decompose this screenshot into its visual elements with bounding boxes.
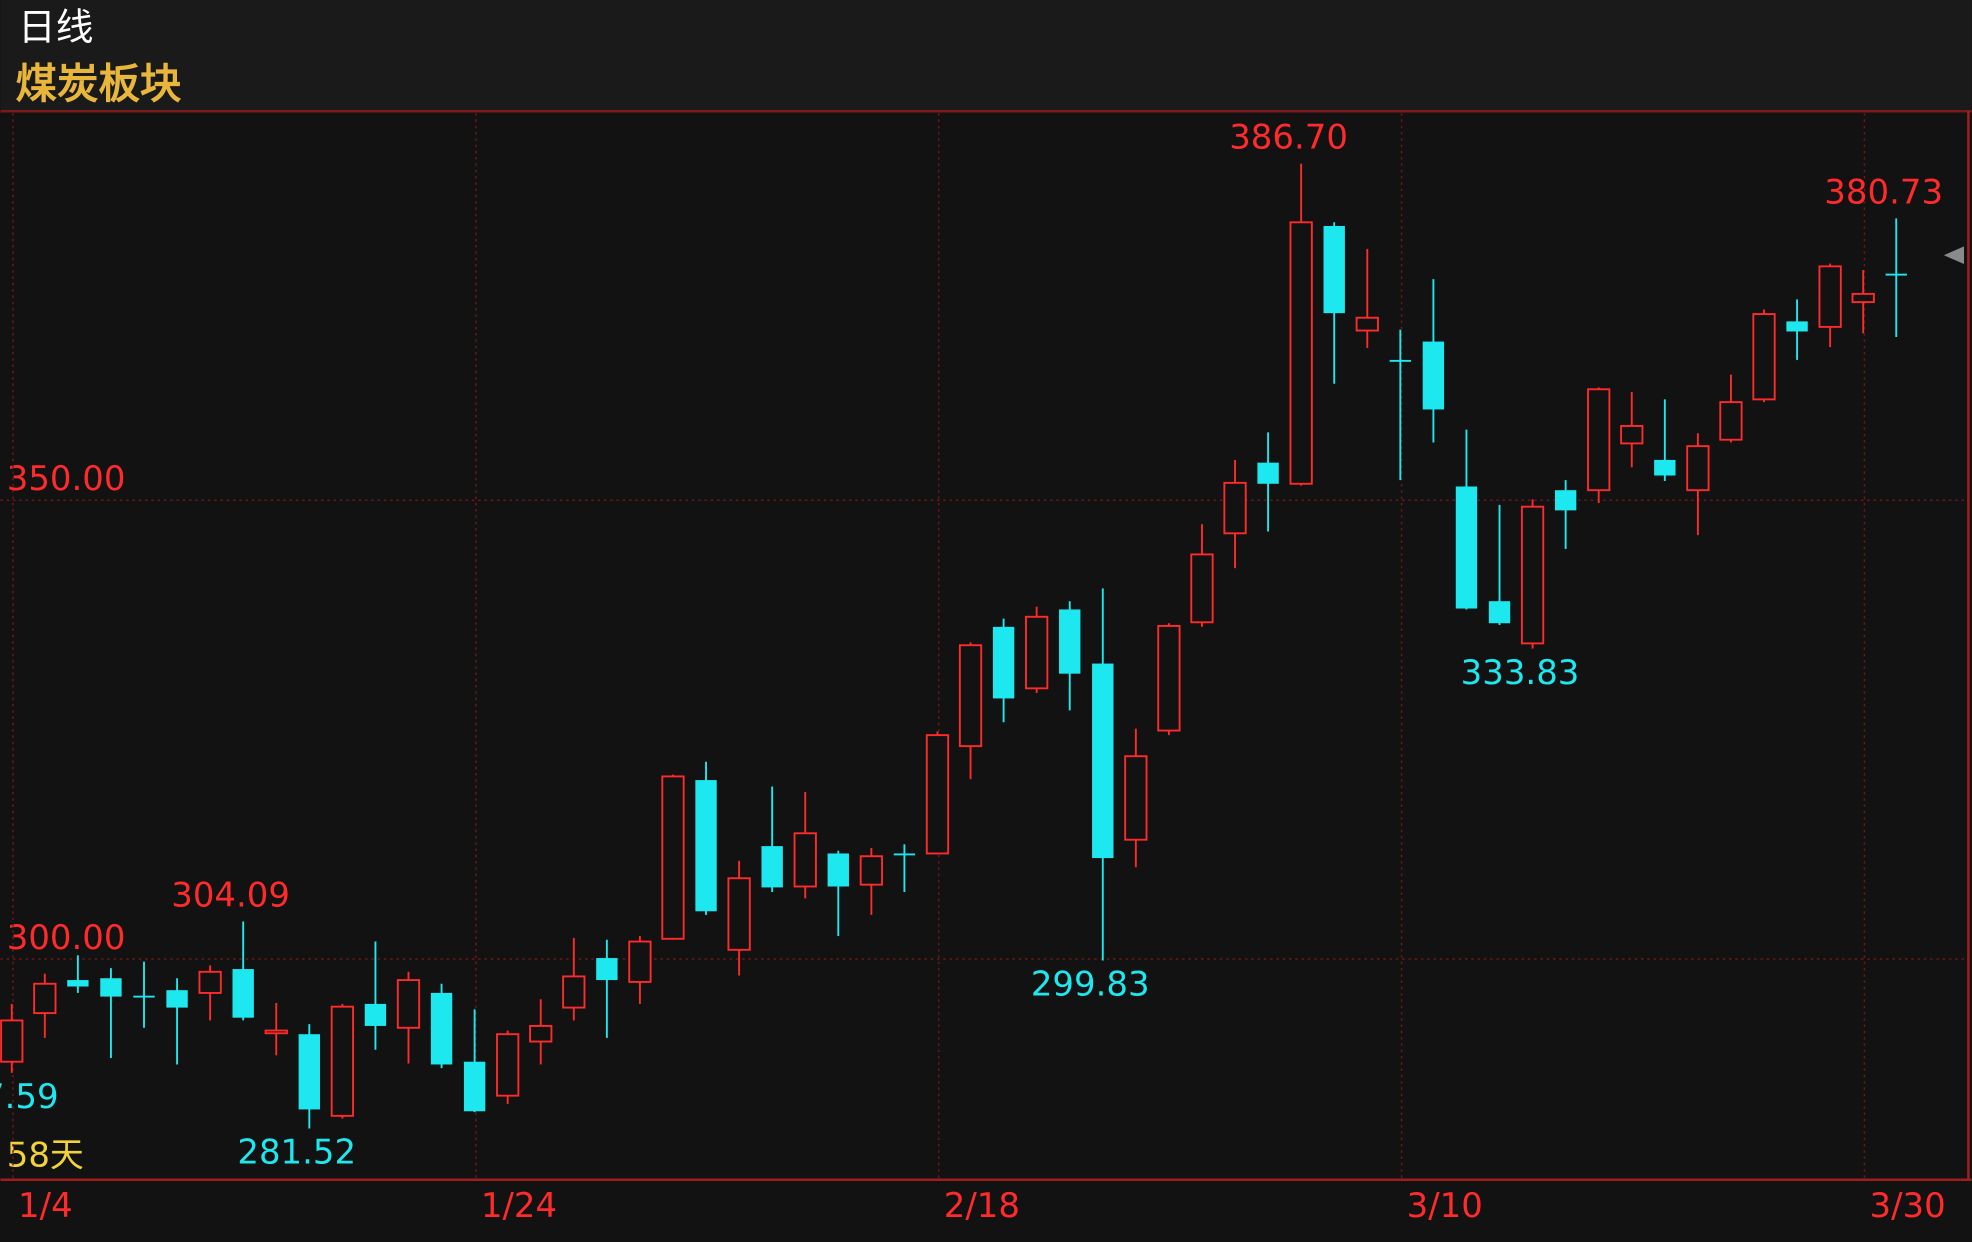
candle-body	[596, 958, 618, 981]
candle-body	[1488, 601, 1511, 624]
candle-body	[198, 970, 222, 994]
candle-body	[1752, 313, 1776, 401]
candle-body	[1455, 486, 1478, 609]
candle-body	[264, 1029, 288, 1035]
low-label: 333.83	[1461, 653, 1580, 693]
candle-body	[396, 979, 421, 1029]
candle-body	[298, 1034, 320, 1110]
candle-body	[1025, 615, 1049, 690]
candle-body	[0, 1019, 24, 1063]
candle-body	[463, 1061, 486, 1112]
candle-body	[1422, 341, 1445, 410]
high-label: 304.09	[171, 875, 290, 915]
candle-body	[1190, 553, 1214, 624]
candle-body	[1520, 505, 1545, 645]
candle-body	[1686, 445, 1710, 492]
candle-body	[1719, 401, 1743, 441]
price-pointer	[1943, 246, 1965, 264]
candle-body	[1786, 321, 1808, 332]
header	[0, 0, 1972, 111]
candle-body	[1355, 316, 1379, 332]
x-tick-label: 1/4	[18, 1186, 73, 1226]
y-tick-label: 350.00	[7, 459, 126, 499]
low-label: 299.83	[1031, 965, 1150, 1005]
candle-body	[1289, 221, 1313, 485]
x-tick-label: 3/30	[1869, 1186, 1945, 1226]
candle-body	[761, 846, 783, 888]
candle-body	[628, 940, 652, 983]
candle-body	[1620, 425, 1644, 445]
y-tick-label: 300.00	[7, 918, 126, 958]
candle-body	[1389, 359, 1412, 362]
x-tick-label: 1/24	[481, 1186, 557, 1226]
chart-subtitle: 煤炭板块	[16, 59, 182, 108]
candle-body	[859, 855, 883, 886]
candle-body	[925, 734, 950, 855]
candle-body	[1885, 273, 1907, 276]
candle-body	[67, 980, 89, 987]
candle-body	[695, 780, 717, 912]
candle-body	[1818, 265, 1842, 328]
candle-body	[330, 1005, 355, 1117]
candle-body	[827, 853, 849, 887]
candle-body	[1554, 490, 1577, 511]
candle-body	[232, 969, 254, 1018]
candle-body	[793, 832, 817, 888]
high-label: 380.73	[1824, 172, 1943, 212]
candle-body	[1257, 462, 1279, 484]
candle-body	[958, 644, 983, 748]
high-label: 386.70	[1229, 118, 1348, 158]
candle-body	[1323, 225, 1345, 314]
candle-body	[430, 992, 453, 1065]
candle-body	[1124, 755, 1148, 841]
candle-body	[33, 982, 57, 1015]
candle-body	[133, 995, 155, 998]
chart-title: 日线	[18, 5, 93, 49]
candle-body	[1223, 481, 1247, 535]
candle-body	[661, 775, 685, 940]
x-tick-label: 2/18	[944, 1186, 1020, 1226]
candle-body	[1851, 292, 1875, 304]
candle-body	[1059, 609, 1081, 674]
candle-body	[1092, 663, 1114, 859]
low-label: 281.52	[237, 1133, 356, 1173]
x-tick-label: 3/10	[1407, 1186, 1483, 1226]
candle-body	[529, 1024, 553, 1043]
candle-body	[166, 990, 188, 1008]
candle-body	[100, 978, 122, 997]
candle-body	[364, 1003, 387, 1026]
candle-body	[562, 975, 586, 1009]
candle-body	[727, 877, 751, 951]
candle-body	[1157, 625, 1181, 732]
period-label: 58天	[7, 1136, 84, 1176]
low-label: 287.59	[0, 1077, 59, 1117]
candle-body	[1587, 388, 1611, 492]
candle-body	[992, 626, 1015, 699]
candle-body	[893, 853, 916, 856]
candle-body	[496, 1033, 520, 1097]
candle-body	[1654, 459, 1676, 476]
